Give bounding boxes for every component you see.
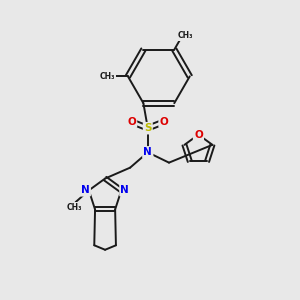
Text: O: O <box>127 117 136 127</box>
Text: N: N <box>121 185 129 195</box>
Text: O: O <box>160 117 168 127</box>
Text: N: N <box>143 147 152 157</box>
Text: S: S <box>144 123 152 133</box>
Text: CH₃: CH₃ <box>66 203 82 212</box>
Text: CH₃: CH₃ <box>178 31 193 40</box>
Text: O: O <box>194 130 203 140</box>
Text: CH₃: CH₃ <box>100 72 115 81</box>
Text: N: N <box>81 185 90 195</box>
